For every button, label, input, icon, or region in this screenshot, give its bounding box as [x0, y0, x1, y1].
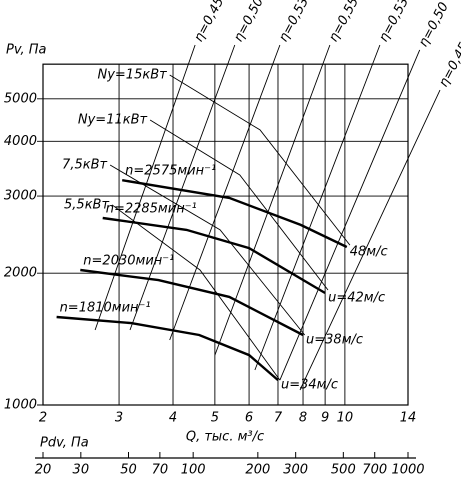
power-line — [111, 204, 281, 381]
efficiency-line — [169, 44, 281, 341]
x2-tick-label: 700 — [362, 463, 387, 478]
efficiency-line — [299, 89, 441, 391]
speed-label: u=34м/с — [281, 378, 338, 393]
speed-curve — [56, 315, 279, 382]
x2-axis-label: Pdv, Па — [40, 436, 89, 451]
power-line — [109, 164, 306, 336]
x-tick-label: 6 — [245, 411, 253, 426]
x-tick-label: 14 — [400, 411, 417, 426]
speed-curve — [80, 268, 304, 337]
x2-tick-label: 70 — [152, 463, 169, 478]
efficiency-line — [129, 44, 236, 331]
power-label: Ny=15кВт — [98, 67, 168, 82]
x-tick-label: 2 — [39, 411, 47, 426]
efficiency-label: η=0,50 — [416, 0, 452, 49]
x2-tick-label: 20 — [35, 463, 52, 478]
efficiency-line — [94, 44, 196, 331]
efficiency-label: η=0,55 — [326, 0, 362, 44]
efficiency-label: η=0,50 — [231, 0, 267, 44]
x-axis-label: Q, тыс. м³/с — [186, 430, 264, 445]
y-axis-label: Pv, Па — [6, 43, 47, 58]
x2-tick-label: 300 — [283, 463, 308, 478]
x2-tick-label: 500 — [331, 463, 356, 478]
y-tick-label: 5000 — [4, 91, 37, 106]
x-tick-label: 5 — [211, 411, 219, 426]
x-tick-label: 8 — [299, 411, 307, 426]
plot-frame — [42, 63, 409, 406]
curve-label: n=2285мин⁻¹ — [106, 201, 197, 216]
speed-label: u=42м/с — [328, 290, 385, 305]
power-label: Ny=11кВт — [78, 113, 148, 128]
x2-tick-label: 200 — [245, 463, 270, 478]
efficiency-label: η=0,53 — [276, 0, 312, 44]
speed-curve — [102, 216, 326, 295]
x2-tick-label: 100 — [181, 463, 206, 478]
speed-curve — [122, 179, 348, 249]
efficiency-line — [214, 44, 331, 356]
speed-label: 48м/с — [350, 244, 388, 259]
x2-tick-label: 1000 — [391, 463, 424, 478]
power-line — [149, 119, 329, 291]
efficiency-line — [279, 49, 421, 381]
x-tick-label: 9 — [321, 411, 329, 426]
x2-tick-label: 50 — [120, 463, 137, 478]
power-label: 5,5кВт — [64, 197, 109, 212]
y-tick-label: 4000 — [4, 134, 37, 149]
efficiency-line — [254, 44, 381, 371]
power-label: 7,5кВт — [62, 157, 107, 172]
efficiency-label: η=0,45 — [191, 0, 227, 44]
speed-label: u=38м/с — [306, 332, 363, 347]
curve-label: n=2030мин⁻¹ — [83, 254, 174, 269]
y-tick-label: 2000 — [4, 266, 37, 281]
y-tick-label: 1000 — [4, 398, 37, 413]
curve-label: n=1810мин⁻¹ — [60, 301, 151, 316]
x-tick-label: 7 — [274, 411, 283, 426]
efficiency-label: η=0,53 — [376, 0, 412, 44]
x-tick-label: 4 — [169, 411, 177, 426]
x-tick-label: 3 — [115, 411, 123, 426]
curve-label: n=2575мин⁻¹ — [125, 164, 216, 179]
x2-tick-label: 30 — [73, 463, 90, 478]
efficiency-label: η=0,45 — [436, 40, 461, 89]
power-line — [169, 74, 351, 246]
x-tick-label: 10 — [337, 411, 354, 426]
y-tick-label: 3000 — [4, 189, 37, 204]
